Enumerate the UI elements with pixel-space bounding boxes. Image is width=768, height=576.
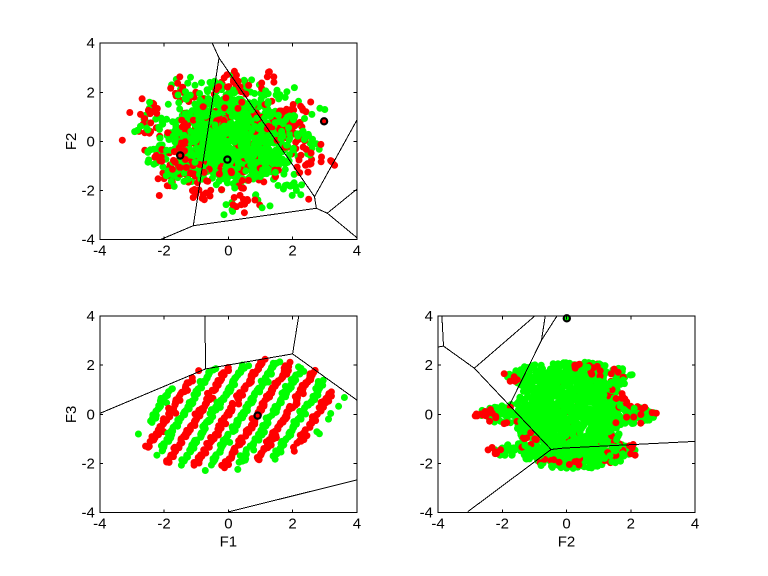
svg-text:4: 4 [353, 516, 361, 533]
svg-text:0: 0 [86, 133, 94, 150]
svg-text:2: 2 [86, 357, 94, 374]
svg-text:-4: -4 [420, 505, 433, 522]
svg-text:-4: -4 [81, 505, 94, 522]
svg-text:-2: -2 [420, 456, 433, 473]
svg-text:4: 4 [425, 308, 433, 325]
svg-text:F1: F1 [220, 534, 238, 551]
svg-text:4: 4 [353, 243, 361, 260]
svg-text:0: 0 [425, 406, 433, 423]
svg-text:-2: -2 [81, 183, 94, 200]
svg-text:0: 0 [562, 516, 570, 533]
svg-text:4: 4 [86, 308, 94, 325]
svg-text:-4: -4 [431, 516, 444, 533]
svg-text:-2: -2 [157, 243, 170, 260]
svg-text:-2: -2 [496, 516, 509, 533]
svg-text:-2: -2 [157, 516, 170, 533]
svg-text:-4: -4 [81, 232, 94, 249]
svg-text:2: 2 [627, 516, 635, 533]
svg-text:4: 4 [86, 35, 94, 52]
svg-text:F2: F2 [558, 534, 576, 551]
svg-text:F2: F2 [63, 133, 80, 151]
svg-text:0: 0 [86, 406, 94, 423]
svg-text:4: 4 [691, 516, 699, 533]
svg-text:2: 2 [288, 243, 296, 260]
svg-text:F3: F3 [63, 406, 80, 424]
svg-text:-2: -2 [81, 456, 94, 473]
svg-text:0: 0 [224, 516, 232, 533]
svg-text:2: 2 [288, 516, 296, 533]
svg-text:2: 2 [425, 357, 433, 374]
svg-text:-4: -4 [93, 243, 106, 260]
svg-text:0: 0 [224, 243, 232, 260]
svg-text:-4: -4 [93, 516, 106, 533]
svg-text:2: 2 [86, 84, 94, 101]
